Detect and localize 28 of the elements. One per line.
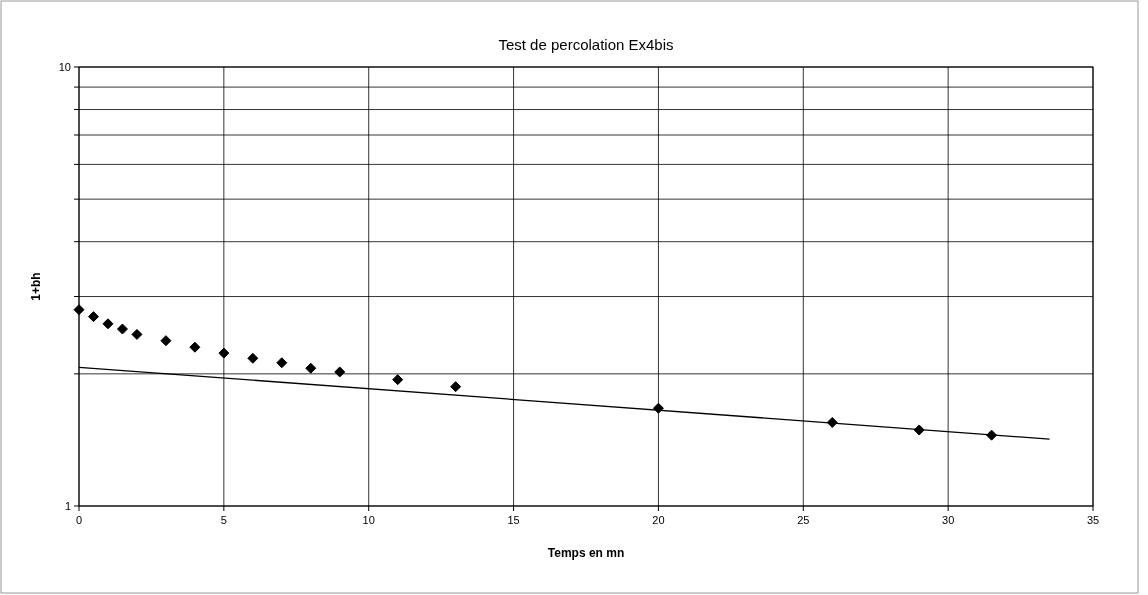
point xyxy=(218,347,230,359)
point xyxy=(276,357,288,369)
point xyxy=(247,352,259,364)
point xyxy=(652,402,664,414)
point xyxy=(73,304,85,316)
x-tick-label: 20 xyxy=(652,514,665,526)
x-tick-label: 15 xyxy=(507,514,520,526)
point xyxy=(87,311,99,323)
x-tick-label: 25 xyxy=(797,514,810,526)
point xyxy=(305,362,317,374)
y-tick-label: 1 xyxy=(64,500,71,512)
x-tick-label: 30 xyxy=(942,514,955,526)
y-axis-title: 1+bh xyxy=(29,272,43,301)
point xyxy=(450,381,462,393)
point xyxy=(131,328,143,340)
x-tick-label: 5 xyxy=(220,514,227,526)
point xyxy=(189,341,201,353)
point xyxy=(102,318,114,330)
point xyxy=(334,366,346,378)
x-tick-label: 0 xyxy=(75,514,83,526)
point xyxy=(392,374,404,386)
point xyxy=(913,424,925,436)
x-tick-label: 10 xyxy=(362,514,375,526)
point xyxy=(160,335,172,347)
x-axis-title: Temps en mn xyxy=(547,546,625,560)
x-tick-label: 35 xyxy=(1086,514,1100,526)
point xyxy=(116,323,128,335)
chart-title: Test de percolation Ex4bis xyxy=(498,36,674,53)
